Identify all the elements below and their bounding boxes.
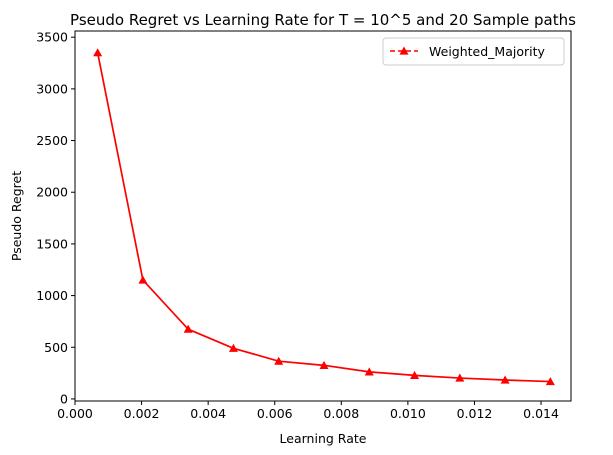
- x-tick-label: 0.012: [457, 406, 493, 421]
- y-tick-label: 500: [44, 340, 68, 355]
- legend-label: Weighted_Majority: [429, 44, 546, 59]
- legend-marker: [399, 46, 409, 55]
- y-tick-label: 2500: [36, 133, 68, 148]
- x-tick-label: 0.010: [390, 406, 426, 421]
- legend: Weighted_Majority: [382, 37, 565, 66]
- y-axis-ticks: 0 500 1000 1500 2000 2500 3000 3500: [36, 30, 75, 406]
- x-tick-label: 0.004: [190, 406, 226, 421]
- x-tick-label: 0.002: [124, 406, 160, 421]
- data-point-marker: [500, 375, 510, 384]
- data-point-marker: [364, 367, 374, 376]
- x-tick-label: 0.000: [57, 406, 93, 421]
- data-point-marker: [228, 343, 238, 352]
- x-tick-label: 0.014: [523, 406, 559, 421]
- y-tick-label: 0: [60, 391, 68, 406]
- data-point-marker: [410, 370, 420, 379]
- data-point-marker: [138, 275, 148, 284]
- y-tick-label: 2000: [36, 185, 68, 200]
- x-axis-ticks: 0.000 0.002 0.004 0.006 0.008 0.010 0.012 0.014: [57, 401, 559, 421]
- x-tick-label: 0.008: [323, 406, 359, 421]
- data-point-marker: [319, 360, 329, 369]
- data-point-marker: [274, 356, 284, 365]
- y-tick-label: 1500: [36, 236, 68, 251]
- x-tick-label: 0.006: [257, 406, 293, 421]
- data-point-marker: [455, 373, 465, 382]
- data-point-marker: [93, 48, 103, 57]
- data-point-marker: [183, 324, 193, 333]
- y-tick-label: 1000: [36, 288, 68, 303]
- plot-frame: [74, 30, 572, 402]
- y-tick-label: 3000: [36, 81, 68, 96]
- data-point-marker: [545, 377, 555, 386]
- chart-title: Pseudo Regret vs Learning Rate for T = 1…: [70, 11, 576, 29]
- y-tick-label: 3500: [36, 30, 68, 45]
- x-axis-title: Learning Rate: [280, 431, 367, 446]
- series-layer: [93, 48, 555, 386]
- y-axis-title: Pseudo Regret: [9, 171, 24, 261]
- legend-box: [382, 37, 565, 66]
